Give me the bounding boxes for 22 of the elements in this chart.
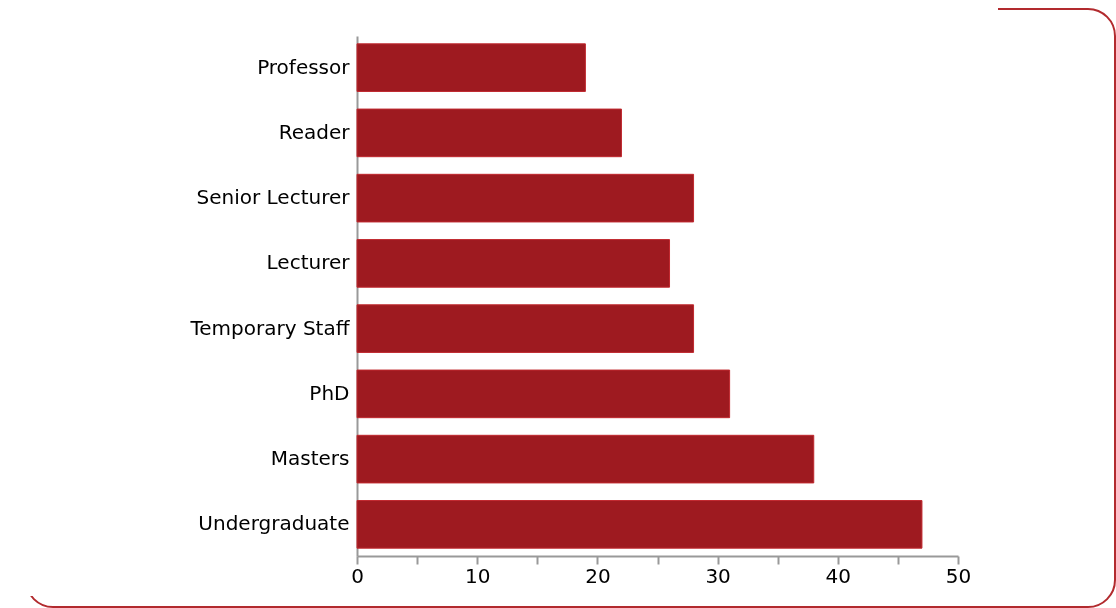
x-tick-label: 20 xyxy=(585,563,611,588)
x-tick-label: 10 xyxy=(464,563,491,588)
bar xyxy=(356,369,731,419)
bar xyxy=(356,108,622,158)
bar xyxy=(356,500,923,549)
y-tick-label: PhD xyxy=(309,380,350,405)
bar xyxy=(356,173,695,223)
x-tick-label: 30 xyxy=(705,563,731,588)
bar xyxy=(356,43,586,92)
bar xyxy=(356,304,695,353)
y-tick-label: Temporary Staff xyxy=(189,315,351,340)
y-tick-label: Professor xyxy=(257,54,351,79)
y-tick-label: Lecturer xyxy=(266,250,351,275)
x-tick-label: 40 xyxy=(825,563,852,588)
x-tick-label: 0 xyxy=(351,563,364,588)
y-tick-label: Senior Lecturer xyxy=(196,185,351,210)
bar xyxy=(356,239,671,288)
x-tick-label: 50 xyxy=(945,563,972,588)
bar xyxy=(356,434,815,484)
y-tick-label: Reader xyxy=(278,119,351,144)
y-tick-label: Masters xyxy=(270,446,350,471)
y-tick-label: Undergraduate xyxy=(198,511,350,536)
